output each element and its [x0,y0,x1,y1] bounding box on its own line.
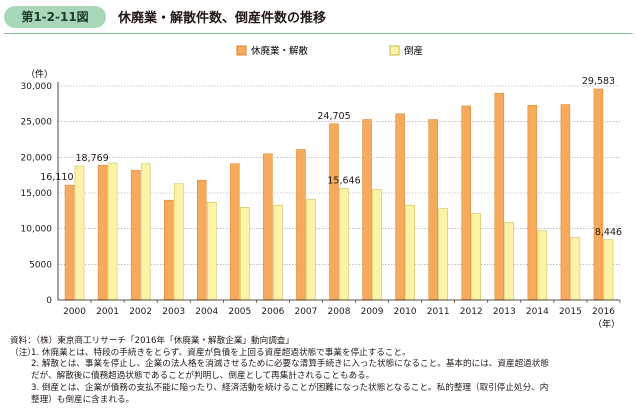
y-tick-label: 10,000 [21,225,53,235]
y-tick-label: 20,000 [21,153,53,163]
figure-header: 第1-2-11図 休廃業・解散件数、倒産件数の推移 [0,0,637,40]
bar-chart: 0 5000 10,000 15,000 20,000 25,000 30,000 2000 2… [21,45,623,330]
x-tick-label: 2000 [63,307,86,317]
source-note: 資料：（株）東京商工リサーチ「2016年「休廃業・解散企業」動向調査」 [10,336,294,346]
bar-closure [494,92,505,301]
y-axis-unit: （件） [26,68,53,80]
x-tick-label: 2002 [129,307,152,317]
bar-bankruptcy [140,163,151,301]
x-tick-label: 2009 [361,307,384,317]
note-2a: 2. 解散とは、事業を停止し、企業の法人格を消滅させるために必要な清算手続きに入… [31,359,549,370]
y-tick-label: 25,000 [21,118,53,128]
x-tick-label: 2013 [493,307,516,317]
bar-bankruptcy [173,183,184,301]
x-tick-label: 2003 [162,307,185,317]
bar-closure [461,105,471,301]
x-tick-label: 2011 [427,307,450,317]
note-1: （注）1. 休廃業とは、特段の手続きをとらず、資産が負債を上回る資産超過状態で事… [10,347,411,358]
x-tick-label: 2010 [394,307,417,317]
bar-closure [130,169,141,301]
data-label-bankruptcy: 18,769 [76,153,109,164]
bar-bankruptcy [273,204,283,301]
bar-closure [362,119,372,301]
bar-closure [527,105,538,301]
y-tick-label: 15,000 [21,189,53,199]
bar-closure [263,153,273,301]
bar-series [64,88,614,301]
bar-bankruptcy [306,199,316,301]
bar-bankruptcy [372,189,382,301]
axes: 0 5000 10,000 15,000 20,000 25,000 30,000 2000 2… [21,82,621,317]
bar-bankruptcy [74,165,85,301]
x-tick-label: 2014 [526,307,549,317]
note-3b: 整理）も倒産に含まれる。 [31,394,135,405]
x-tick-label: 2005 [228,307,251,317]
bar-closure [395,113,405,301]
x-tick-label: 2015 [559,307,582,317]
figure-number-badge: 第1-2-11図 [4,6,106,28]
bar-bankruptcy [240,207,250,301]
x-tick-label: 2006 [261,307,284,317]
bar-bankruptcy [107,162,118,301]
legend-label-bankruptcy: 倒産 [404,45,423,57]
bar-bankruptcy [537,230,548,301]
legend-swatch-bankruptcy [389,45,400,56]
note-3a: 3. 倒産とは、企業が債務の支払不能に陥ったり、経済活動を続けることが困難になっ… [31,382,549,393]
bar-closure [163,199,174,301]
header-divider [4,33,633,34]
bar-closure [329,123,339,301]
notes-block: 資料：（株）東京商工リサーチ「2016年「休廃業・解散企業」動向調査」 （注）1… [10,336,632,406]
x-tick-label: 2008 [328,307,351,317]
y-tick-label: 5000 [29,260,52,270]
data-label-closure: 16,110 [40,172,73,183]
bar-bankruptcy [603,239,614,301]
bar-closure [230,163,240,301]
data-label-bankruptcy: 8,446 [595,227,622,238]
grid-lines [58,85,620,265]
legend-label-closure: 休廃業・解散 [251,45,309,57]
legend: 休廃業・解散 倒産 [236,45,423,57]
data-label-closure: 24,705 [317,111,350,122]
data-label-closure: 29,583 [582,76,615,87]
bar-bankruptcy [339,188,349,301]
bar-bankruptcy [207,202,217,301]
note-label: （注） [10,347,36,358]
x-axis-unit: （年） [593,318,620,330]
bar-bankruptcy [504,221,515,301]
bar-bankruptcy [405,204,415,301]
x-tick-label: 2004 [195,307,218,317]
bar-closure [296,149,306,301]
figure-title: 休廃業・解散件数、倒産件数の推移 [118,11,327,26]
x-tick-label: 2012 [460,307,483,317]
y-tick-label: 30,000 [21,82,53,92]
bar-bankruptcy [570,236,581,301]
legend-swatch-closure [236,45,247,56]
bar-bankruptcy [438,208,448,301]
bar-closure [197,179,207,301]
x-tick-label: 2001 [96,307,119,317]
bar-closure [64,184,75,301]
bar-closure [560,104,571,301]
bar-bankruptcy [471,213,481,301]
x-tick-label: 2016 [592,307,615,317]
bar-closure [428,119,438,301]
data-label-bankruptcy: 15,646 [327,175,360,186]
x-tick-label: 2007 [294,307,317,317]
y-tick-label: 0 [46,296,52,306]
note-2b: だが、解散後に債務超過状態であることが判明し、倒産として再集計されることもある。 [31,371,375,382]
bar-closure [97,164,108,301]
bar-closure [593,88,604,301]
